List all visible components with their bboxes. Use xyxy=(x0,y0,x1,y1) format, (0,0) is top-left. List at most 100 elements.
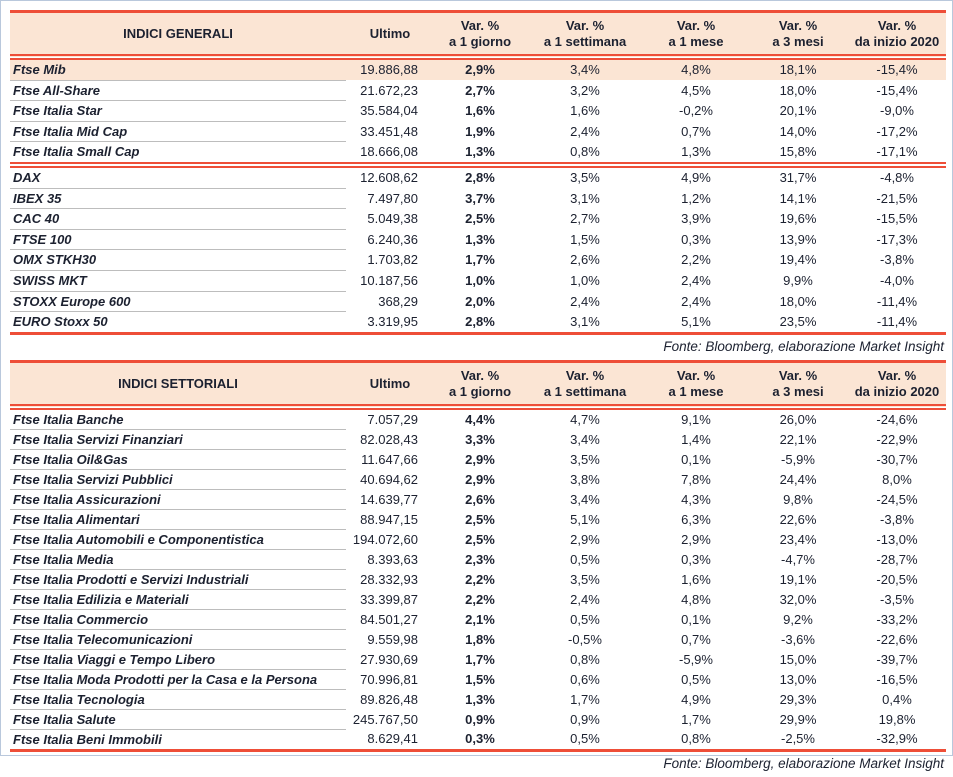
var-percent-cell: 19,4% xyxy=(779,252,817,268)
var-percent-cell: 2,9% xyxy=(434,57,526,81)
ultimo-value-cell: 368,29 xyxy=(378,293,418,309)
var-percent-cell: 19,8% xyxy=(878,711,916,727)
ultimo-value-cell: 18.666,08 xyxy=(346,141,434,168)
ultimo-value-cell: 5.049,38 xyxy=(367,211,418,227)
ultimo-value-cell: 40.694,62 xyxy=(360,471,418,487)
source-note: Fonte: Bloomberg, elaborazione Market In… xyxy=(663,755,944,771)
col-header-line1: Var. % xyxy=(565,18,605,33)
var-percent-cell: 0,8% xyxy=(644,729,748,752)
table-title: INDICI SETTORIALI xyxy=(10,361,346,410)
var-percent-cell: 0,9% xyxy=(465,711,495,727)
var-percent-cell: 2,7% xyxy=(570,211,600,227)
index-name-cell: Ftse Italia Commercio xyxy=(10,609,346,630)
col-header-line1: Var. % xyxy=(565,367,605,383)
var-percent-cell: -32,9% xyxy=(848,729,946,752)
col-header-var-inizio-2020: Var. % da inizio 2020 xyxy=(848,361,946,410)
table-row: Ftse Italia Tecnologia 89.826,48 1,3% 1,7% 4… xyxy=(10,689,946,710)
var-percent-cell: 1,3% xyxy=(465,691,495,707)
index-name-cell: Ftse Italia Servizi Pubblici xyxy=(10,469,346,490)
var-percent-cell: 2,6% xyxy=(570,252,600,268)
var-percent-cell: 0,5% xyxy=(570,611,600,627)
var-percent-cell: 2,1% xyxy=(465,611,495,627)
col-header-line1: Var. % xyxy=(676,18,716,33)
table-row: STOXX Europe 600 368,29 2,0% 2,4% 2,4% 18,0% -… xyxy=(10,291,946,313)
index-name-cell: SWISS MKT xyxy=(10,270,346,292)
var-percent-cell: 7,8% xyxy=(681,471,711,487)
var-percent-cell: 4,5% xyxy=(681,82,711,98)
table-row: SWISS MKT 10.187,56 1,0% 1,0% 2,4% 9,9% -4,0% xyxy=(10,270,946,292)
ultimo-value-cell: 3.319,95 xyxy=(346,311,434,335)
ultimo-value-cell: 27.930,69 xyxy=(360,651,418,667)
col-header-var-3-mesi: Var. % a 3 mesi xyxy=(748,361,848,410)
var-percent-cell: -13,0% xyxy=(876,531,918,547)
var-percent-cell: 18,0% xyxy=(779,82,817,98)
table-title: INDICI GENERALI xyxy=(10,11,346,60)
var-percent-cell: -11,4% xyxy=(876,293,918,309)
var-percent-cell: 9,2% xyxy=(783,611,813,627)
var-percent-cell: 18,0% xyxy=(779,293,817,309)
col-header-line2: a 3 mesi xyxy=(772,34,824,49)
ultimo-value-cell: 84.501,27 xyxy=(360,611,418,627)
var-percent-cell: 2,2% xyxy=(465,591,495,607)
var-percent-cell: 1,3% xyxy=(644,141,748,168)
var-percent-cell: 1,7% xyxy=(570,691,600,707)
var-percent-cell: -15,4% xyxy=(848,57,946,81)
table-row: Ftse Italia Commercio 84.501,27 2,1% 0,5% 0,… xyxy=(10,609,946,630)
ultimo-value-cell: 82.028,43 xyxy=(360,431,418,447)
ultimo-value-cell: 245.767,50 xyxy=(352,711,418,727)
col-header-var-1-settimana: Var. % a 1 settimana xyxy=(526,361,644,410)
var-percent-cell: 14,1% xyxy=(779,190,817,206)
table-row: Ftse Italia Media 8.393,63 2,3% 0,5% 0,3% -4,… xyxy=(10,549,946,570)
var-percent-cell: 19,1% xyxy=(779,571,817,587)
var-percent-cell: 3,3% xyxy=(465,431,495,447)
var-percent-cell: 4,7% xyxy=(570,411,600,427)
var-percent-cell: 2,9% xyxy=(681,531,711,547)
var-percent-cell: 13,0% xyxy=(779,671,817,687)
var-percent-cell: 3,2% xyxy=(570,82,600,98)
col-header-var-1-giorno: Var. % a 1 giorno xyxy=(434,11,526,60)
var-percent-cell: 2,4% xyxy=(570,293,600,309)
index-name-cell: Ftse Italia Servizi Finanziari xyxy=(10,429,346,450)
var-percent-cell: 1,5% xyxy=(570,231,600,247)
var-percent-cell: -15,5% xyxy=(876,211,918,227)
var-percent-cell: 9,1% xyxy=(681,411,711,427)
var-percent-cell: 18,1% xyxy=(748,57,848,81)
col-header-line2: a 1 giorno xyxy=(448,34,512,49)
var-percent-cell: 1,3% xyxy=(465,231,495,247)
var-percent-cell: 0,5% xyxy=(570,551,600,567)
col-header-line2: a 1 mese xyxy=(668,34,724,49)
source-note: Fonte: Bloomberg, elaborazione Market In… xyxy=(663,338,944,354)
var-percent-cell: 0,6% xyxy=(570,671,600,687)
var-percent-cell: 1,8% xyxy=(465,631,495,647)
var-percent-cell: 3,5% xyxy=(570,571,600,587)
var-percent-cell: 5,1% xyxy=(644,311,748,335)
var-percent-cell: -4,8% xyxy=(880,170,914,186)
var-percent-cell: 3,1% xyxy=(570,190,600,206)
col-header-ultimo: Ultimo xyxy=(346,11,434,60)
ultimo-value-cell: 88.947,15 xyxy=(360,511,418,527)
col-header-line1: Var. % xyxy=(877,367,917,383)
header-row: INDICI SETTORIALI Ultimo Var. % a 1 giorn… xyxy=(10,361,946,410)
var-percent-cell: -24,6% xyxy=(876,411,918,427)
var-percent-cell: 2,9% xyxy=(465,451,495,467)
var-percent-cell: -20,5% xyxy=(876,571,918,587)
var-percent-cell: 1,5% xyxy=(465,671,495,687)
var-percent-cell: 0,3% xyxy=(434,729,526,752)
table-row: Ftse Italia Assicurazioni 14.639,77 2,6% 3,… xyxy=(10,489,946,510)
var-percent-cell: -21,5% xyxy=(876,190,918,206)
var-percent-cell: 4,9% xyxy=(681,170,711,186)
table-row: Ftse Italia Edilizia e Materiali 33.399,8… xyxy=(10,589,946,610)
index-name-cell: Ftse Italia Oil&Gas xyxy=(10,449,346,470)
table-row: Ftse Italia Star 35.584,04 1,6% 1,6% -0,2% 20… xyxy=(10,100,946,122)
var-percent-cell: 22,6% xyxy=(779,511,817,527)
col-header-line2: a 1 settimana xyxy=(543,383,627,399)
indici-generali-table: INDICI GENERALI Ultimo Var. % a 1 giorno … xyxy=(10,10,946,335)
var-percent-cell: 0,8% xyxy=(526,141,644,168)
ultimo-value-cell: 6.240,36 xyxy=(367,231,418,247)
var-percent-cell: -30,7% xyxy=(876,451,918,467)
var-percent-cell: 23,5% xyxy=(748,311,848,335)
var-percent-cell: 9,8% xyxy=(783,491,813,507)
index-name-cell: Ftse Mib xyxy=(10,57,346,81)
table-row: Ftse Italia Mid Cap 33.451,48 1,9% 2,4% 0,7%… xyxy=(10,121,946,143)
table-row: DAX 12.608,62 2,8% 3,5% 4,9% 31,7% -4,8% xyxy=(10,164,946,189)
